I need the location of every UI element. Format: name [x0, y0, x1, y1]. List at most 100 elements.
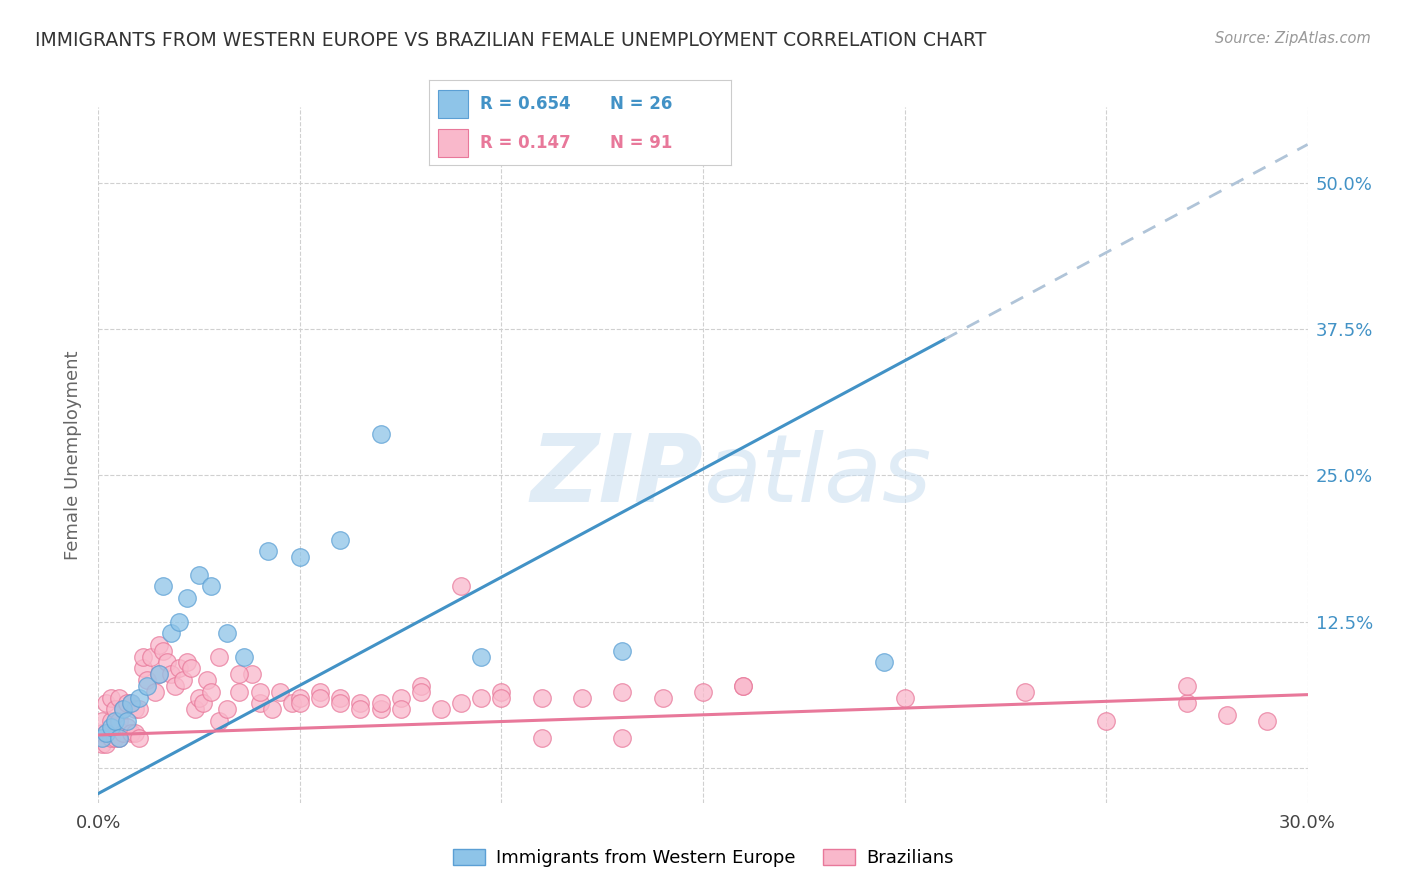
Point	[733, 679, 755, 693]
Point	[612, 731, 634, 746]
Point	[893, 690, 915, 705]
Point	[176, 591, 198, 606]
Point	[249, 684, 271, 698]
Point	[217, 702, 239, 716]
Point	[184, 702, 207, 716]
Point	[167, 661, 190, 675]
Point	[309, 684, 332, 698]
Point	[156, 656, 179, 670]
Point	[1095, 714, 1118, 728]
Point	[491, 684, 513, 698]
Point	[124, 725, 146, 739]
Point	[152, 579, 174, 593]
Point	[430, 702, 453, 716]
Point	[111, 702, 134, 716]
Point	[135, 679, 157, 693]
Point	[873, 656, 896, 670]
Point	[120, 725, 142, 739]
Point	[260, 702, 283, 716]
Point	[530, 690, 553, 705]
Point	[409, 679, 432, 693]
Point	[100, 731, 122, 746]
Legend: Immigrants from Western Europe, Brazilians: Immigrants from Western Europe, Brazilia…	[446, 841, 960, 874]
Point	[107, 690, 129, 705]
Point	[232, 649, 254, 664]
Point	[188, 567, 211, 582]
Point	[91, 731, 114, 746]
Point	[288, 697, 311, 711]
Point	[132, 649, 155, 664]
Y-axis label: Female Unemployment: Female Unemployment	[65, 351, 83, 559]
Point	[249, 697, 271, 711]
Point	[160, 626, 183, 640]
Point	[349, 697, 371, 711]
Point	[329, 697, 352, 711]
Point	[228, 684, 250, 698]
Point	[612, 684, 634, 698]
Point	[180, 661, 202, 675]
Point	[1216, 708, 1239, 723]
Point	[100, 720, 122, 734]
Point	[103, 714, 125, 728]
Point	[91, 725, 114, 739]
Point	[120, 697, 142, 711]
Point	[200, 579, 222, 593]
Point	[200, 684, 222, 698]
Point	[571, 690, 593, 705]
Point	[193, 697, 215, 711]
Point	[172, 673, 194, 687]
Point	[329, 533, 352, 547]
Point	[1175, 679, 1198, 693]
Point	[120, 697, 142, 711]
Point	[103, 731, 125, 746]
Point	[128, 731, 150, 746]
Point	[288, 550, 311, 565]
Point	[217, 626, 239, 640]
Point	[470, 649, 492, 664]
Point	[100, 714, 122, 728]
Text: atlas: atlas	[703, 430, 931, 521]
Point	[409, 684, 432, 698]
Point	[115, 714, 138, 728]
Point	[107, 731, 129, 746]
Point	[96, 737, 118, 751]
Point	[160, 667, 183, 681]
Point	[370, 427, 392, 442]
Point	[132, 661, 155, 675]
Point	[96, 725, 118, 739]
Point	[115, 697, 138, 711]
Text: N = 91: N = 91	[610, 134, 672, 152]
Point	[100, 690, 122, 705]
Point	[269, 684, 291, 698]
Point	[139, 649, 162, 664]
Point	[612, 644, 634, 658]
Point	[349, 702, 371, 716]
Text: R = 0.147: R = 0.147	[481, 134, 571, 152]
Point	[389, 690, 412, 705]
Point	[96, 725, 118, 739]
Point	[167, 615, 190, 629]
Point	[1014, 684, 1036, 698]
Text: Source: ZipAtlas.com: Source: ZipAtlas.com	[1215, 31, 1371, 46]
Point	[208, 649, 231, 664]
Point	[143, 684, 166, 698]
Point	[733, 679, 755, 693]
Point	[281, 697, 304, 711]
Point	[450, 697, 472, 711]
Point	[329, 690, 352, 705]
Point	[470, 690, 492, 705]
Point	[107, 714, 129, 728]
Text: ZIP: ZIP	[530, 430, 703, 522]
Point	[91, 714, 114, 728]
Text: R = 0.654: R = 0.654	[481, 95, 571, 112]
Point	[208, 714, 231, 728]
Point	[491, 690, 513, 705]
Point	[148, 638, 170, 652]
Point	[450, 579, 472, 593]
Point	[148, 667, 170, 681]
Point	[651, 690, 673, 705]
Point	[107, 731, 129, 746]
Text: IMMIGRANTS FROM WESTERN EUROPE VS BRAZILIAN FEMALE UNEMPLOYMENT CORRELATION CHAR: IMMIGRANTS FROM WESTERN EUROPE VS BRAZIL…	[35, 31, 987, 50]
Point	[188, 690, 211, 705]
Point	[370, 702, 392, 716]
